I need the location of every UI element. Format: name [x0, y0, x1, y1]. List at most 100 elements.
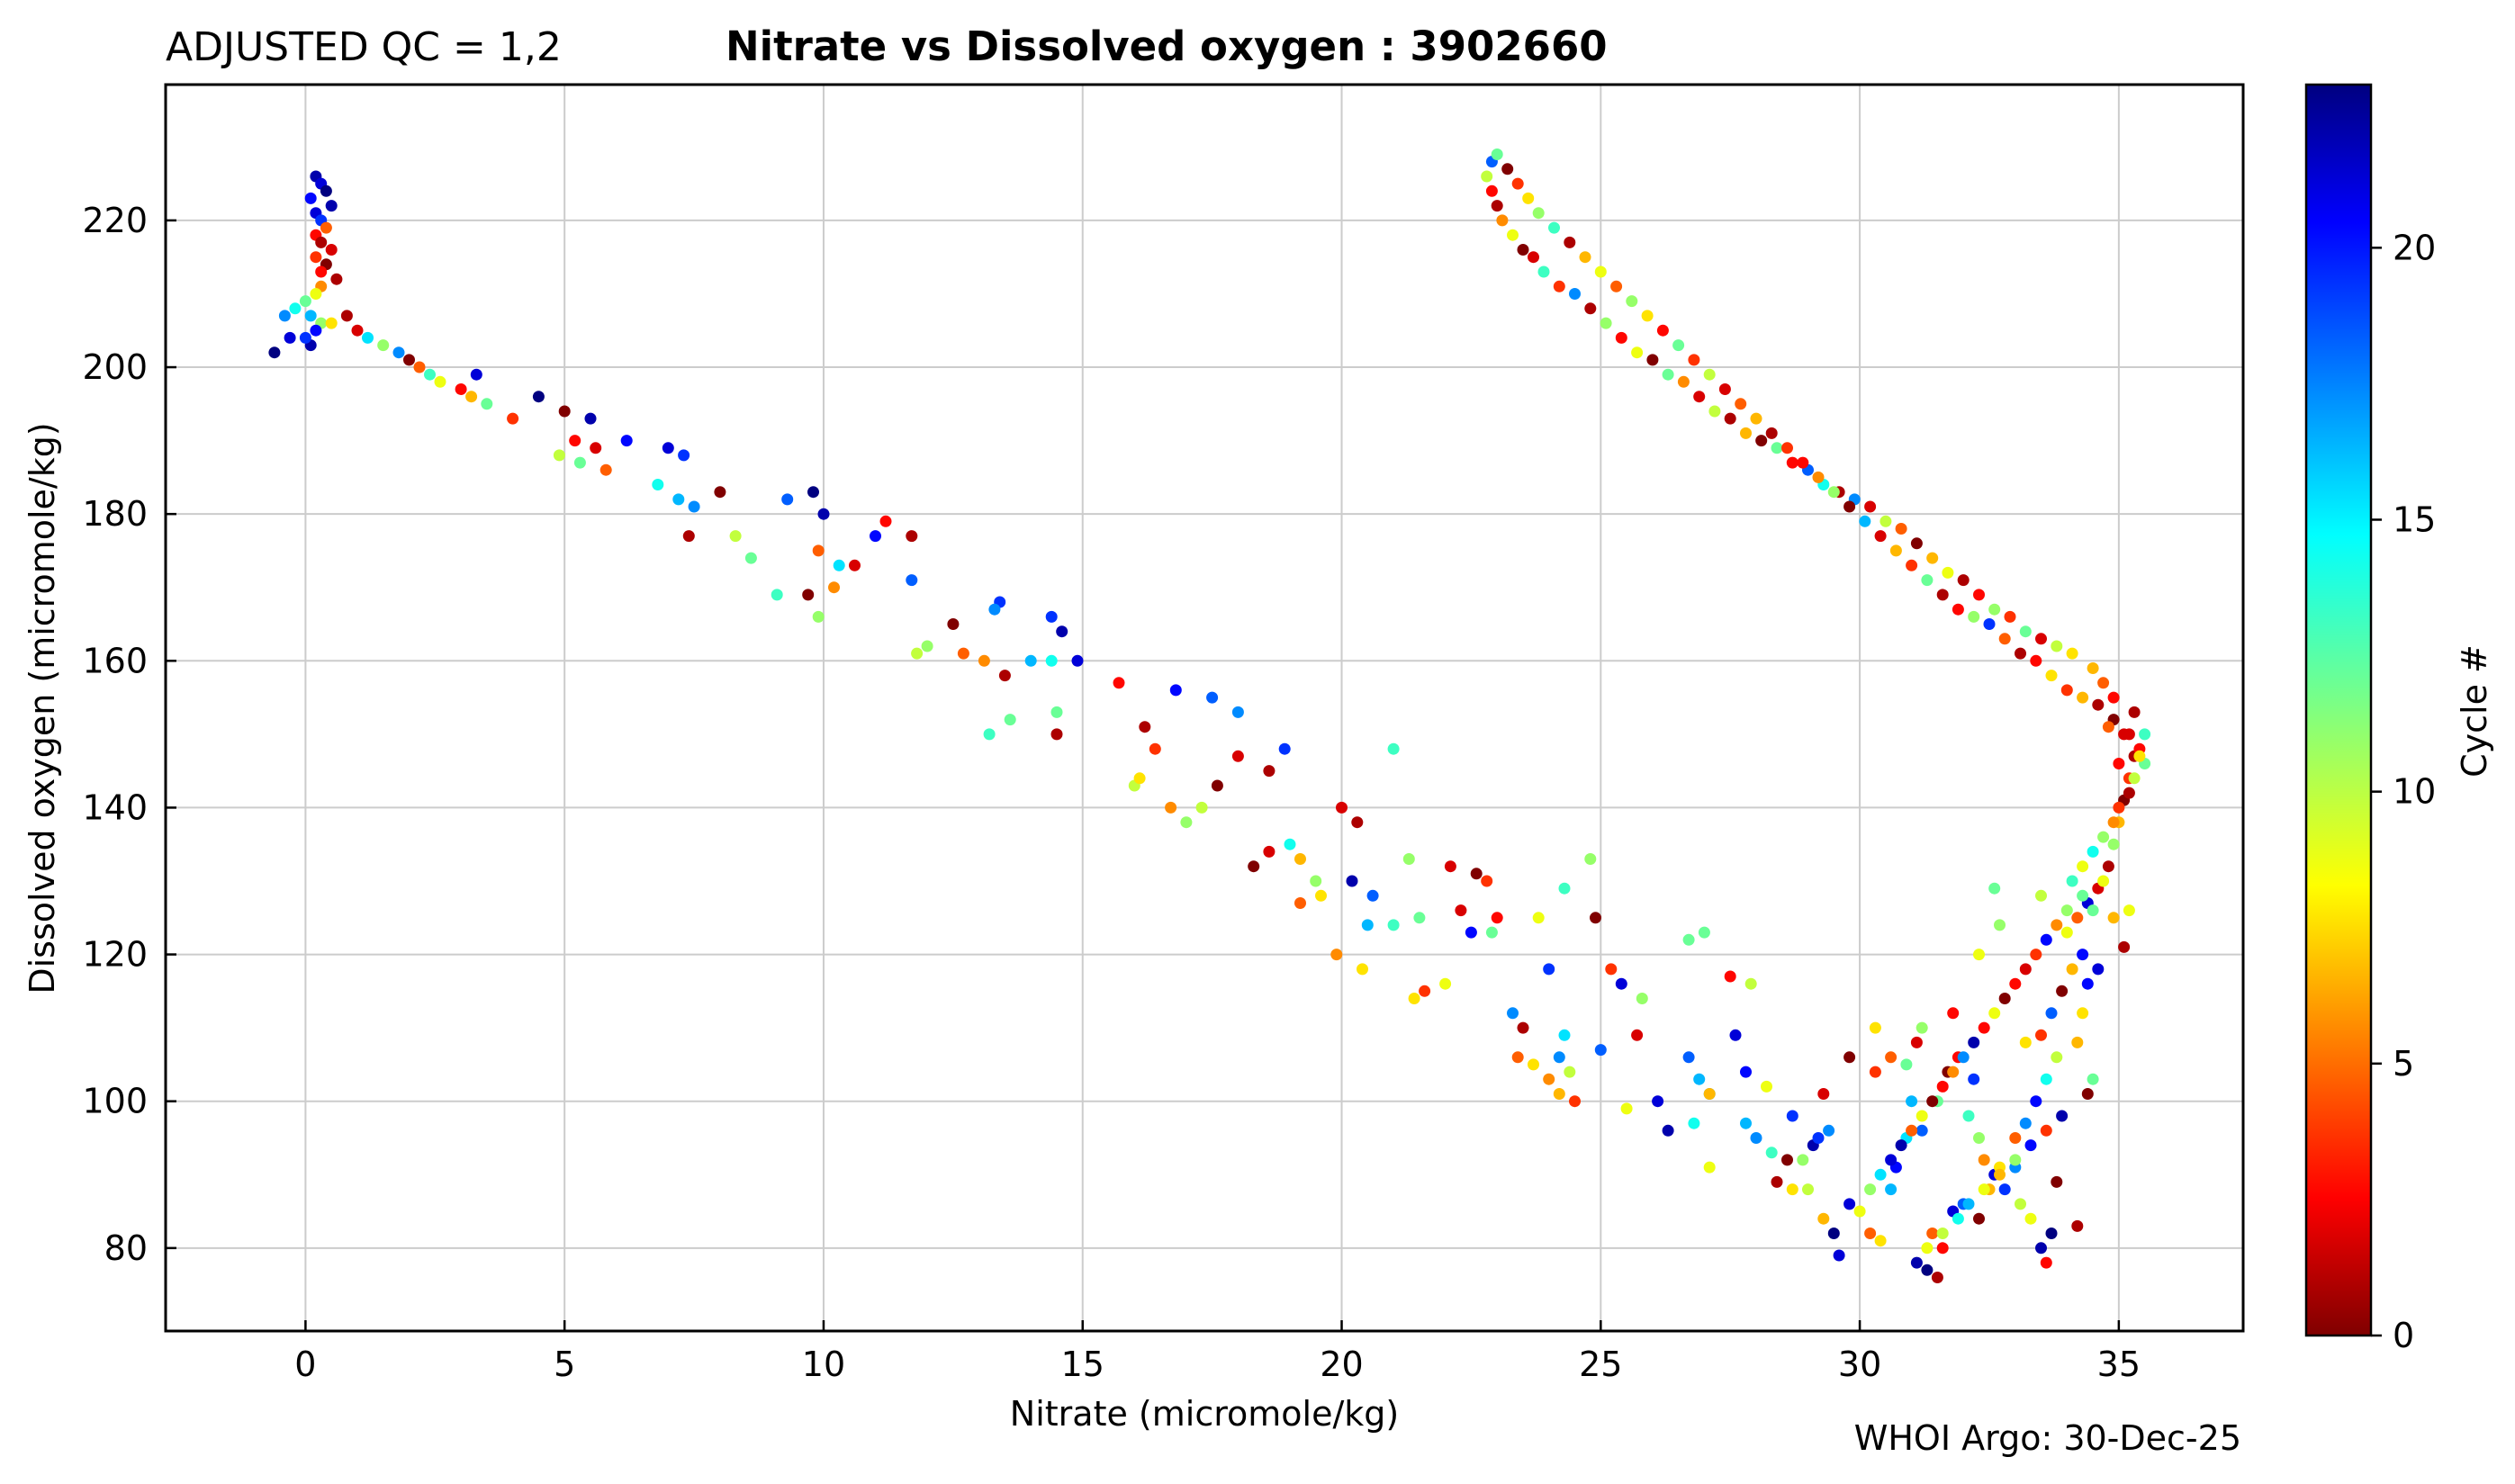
- data-point: [1869, 1021, 1881, 1034]
- x-axis-ticks: 0 5 10 15 20 25 30 35: [294, 1320, 2141, 1384]
- data-point: [1491, 912, 1503, 924]
- colorbar-tick-label: 5: [2393, 1044, 2414, 1084]
- data-point: [1517, 244, 1529, 256]
- data-point: [1973, 589, 1985, 601]
- data-point: [1330, 949, 1343, 961]
- data-point: [1765, 427, 1778, 439]
- data-point: [1045, 654, 1058, 667]
- data-point: [569, 435, 581, 447]
- x-tick-label: 5: [554, 1345, 575, 1384]
- data-point: [2087, 662, 2099, 674]
- data-point: [1740, 1117, 1752, 1129]
- data-point: [1248, 860, 1260, 873]
- data-point: [1310, 875, 1322, 887]
- y-tick-label: 100: [82, 1082, 148, 1121]
- data-point: [1797, 1154, 1809, 1166]
- data-point: [1662, 1124, 1674, 1137]
- data-point: [662, 442, 674, 454]
- data-point: [1263, 845, 1276, 858]
- data-point: [1988, 882, 2001, 895]
- plot-area: 0 5 10 15 20 25 30 35 80 100 120 140 160 180 200 220: [82, 83, 2245, 1384]
- data-point: [1569, 288, 1581, 300]
- data-point: [1594, 1044, 1607, 1057]
- data-point: [998, 670, 1011, 682]
- data-point: [1553, 1088, 1565, 1100]
- data-point: [351, 324, 364, 337]
- x-tick-label: 0: [294, 1345, 316, 1384]
- data-point: [377, 339, 390, 352]
- data-point: [1351, 816, 1364, 829]
- data-point: [1485, 184, 1498, 197]
- x-tick-label: 25: [1579, 1345, 1622, 1384]
- data-point: [2004, 610, 2016, 623]
- data-point: [2077, 860, 2089, 873]
- data-point: [1387, 919, 1400, 931]
- data-point: [310, 324, 322, 337]
- data-point: [1361, 919, 1374, 931]
- data-point: [1600, 317, 1612, 329]
- data-point: [1952, 603, 1964, 616]
- data-point: [1605, 963, 1618, 976]
- data-point: [1885, 1154, 1898, 1166]
- x-tick-label: 10: [802, 1345, 845, 1384]
- x-tick-label: 30: [1838, 1345, 1881, 1384]
- data-point: [1729, 1029, 1742, 1041]
- data-point: [1558, 1029, 1571, 1041]
- data-point: [532, 391, 545, 403]
- data-point: [1910, 1036, 1923, 1048]
- data-point: [1827, 1228, 1840, 1239]
- data-point: [1817, 1212, 1830, 1225]
- y-tick-label: 140: [82, 787, 148, 827]
- data-point: [1916, 1124, 1928, 1137]
- data-point: [2087, 845, 2099, 858]
- data-point: [1501, 163, 1514, 175]
- data-point: [325, 244, 338, 256]
- data-point: [1786, 456, 1798, 469]
- y-axis-ticks: 80 100 120 140 160 180 200 220: [82, 201, 176, 1268]
- data-point: [2077, 949, 2089, 961]
- data-point: [1677, 375, 1690, 388]
- data-point: [1231, 750, 1244, 762]
- data-point: [1491, 148, 1503, 160]
- data-point: [2107, 691, 2120, 704]
- data-point: [729, 530, 742, 543]
- data-point: [470, 368, 482, 381]
- data-point: [2024, 1212, 2037, 1225]
- data-point: [2009, 977, 2022, 990]
- data-point: [1998, 1183, 2011, 1196]
- data-point: [1921, 1264, 1934, 1276]
- data-point: [315, 265, 328, 278]
- data-point: [2113, 801, 2125, 814]
- data-point: [1926, 552, 1939, 564]
- data-point: [1998, 993, 2011, 1004]
- data-point: [1180, 816, 1193, 829]
- data-point: [2113, 758, 2125, 769]
- data-point: [921, 640, 933, 652]
- data-point: [1336, 801, 1348, 814]
- data-point: [2040, 1256, 2052, 1269]
- data-point: [2081, 1088, 2094, 1100]
- data-point: [1682, 933, 1695, 946]
- data-point: [2087, 904, 2099, 917]
- data-point: [1885, 1183, 1898, 1196]
- data-point: [1195, 801, 1208, 814]
- data-point: [2107, 816, 2120, 829]
- data-point: [1543, 963, 1555, 976]
- data-point: [1988, 1007, 2001, 1020]
- data-point: [983, 728, 996, 741]
- data-point: [2060, 926, 2073, 939]
- data-point: [1761, 1080, 1772, 1093]
- data-point: [1543, 1073, 1555, 1085]
- data-point: [481, 398, 493, 410]
- data-point: [507, 412, 519, 425]
- data-point: [1113, 677, 1125, 689]
- data-point: [1947, 1066, 1960, 1078]
- data-point: [1812, 471, 1825, 483]
- data-point: [1045, 610, 1058, 623]
- colorbar-tick-label: 15: [2393, 499, 2436, 539]
- data-point: [1895, 1139, 1907, 1152]
- data-point: [1662, 368, 1674, 381]
- data-point: [1656, 324, 1669, 337]
- data-point: [1936, 589, 1949, 601]
- data-point: [1724, 970, 1736, 983]
